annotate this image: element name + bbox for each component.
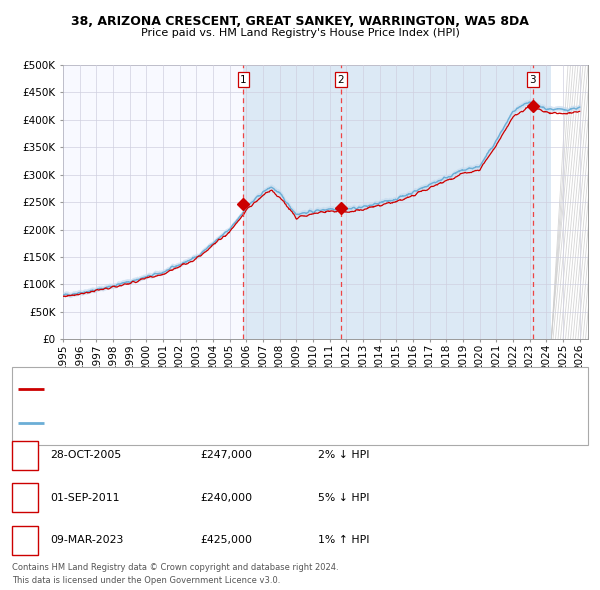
Text: 01-SEP-2011: 01-SEP-2011 (50, 493, 119, 503)
Text: 2% ↓ HPI: 2% ↓ HPI (317, 450, 369, 460)
Text: This data is licensed under the Open Government Licence v3.0.: This data is licensed under the Open Gov… (12, 576, 280, 585)
Text: HPI: Average price, detached house, Warrington: HPI: Average price, detached house, Warr… (50, 419, 279, 428)
Text: Contains HM Land Registry data © Crown copyright and database right 2024.: Contains HM Land Registry data © Crown c… (12, 563, 338, 572)
Text: 1% ↑ HPI: 1% ↑ HPI (317, 535, 369, 545)
Text: Price paid vs. HM Land Registry's House Price Index (HPI): Price paid vs. HM Land Registry's House … (140, 28, 460, 38)
Text: 38, ARIZONA CRESCENT, GREAT SANKEY, WARRINGTON, WA5 8DA: 38, ARIZONA CRESCENT, GREAT SANKEY, WARR… (71, 15, 529, 28)
Bar (533, 65, 551, 339)
Text: 3: 3 (22, 534, 29, 547)
Bar (341, 65, 533, 339)
Bar (12, 483, 38, 512)
Text: 3: 3 (530, 74, 536, 84)
Text: £247,000: £247,000 (200, 450, 252, 460)
Bar (12, 366, 588, 445)
Text: £240,000: £240,000 (200, 493, 252, 503)
Text: 1: 1 (22, 448, 29, 462)
Text: 38, ARIZONA CRESCENT, GREAT SANKEY, WARRINGTON, WA5 8DA (detached house): 38, ARIZONA CRESCENT, GREAT SANKEY, WARR… (50, 384, 451, 393)
Text: 09-MAR-2023: 09-MAR-2023 (50, 535, 124, 545)
Text: 1: 1 (240, 74, 247, 84)
Bar (551, 65, 588, 339)
Bar (12, 441, 38, 470)
Text: £425,000: £425,000 (200, 535, 252, 545)
Text: 2: 2 (22, 491, 29, 504)
Text: 28-OCT-2005: 28-OCT-2005 (50, 450, 121, 460)
Text: 5% ↓ HPI: 5% ↓ HPI (317, 493, 369, 503)
Bar (12, 526, 38, 555)
Bar (244, 65, 341, 339)
Text: 2: 2 (338, 74, 344, 84)
